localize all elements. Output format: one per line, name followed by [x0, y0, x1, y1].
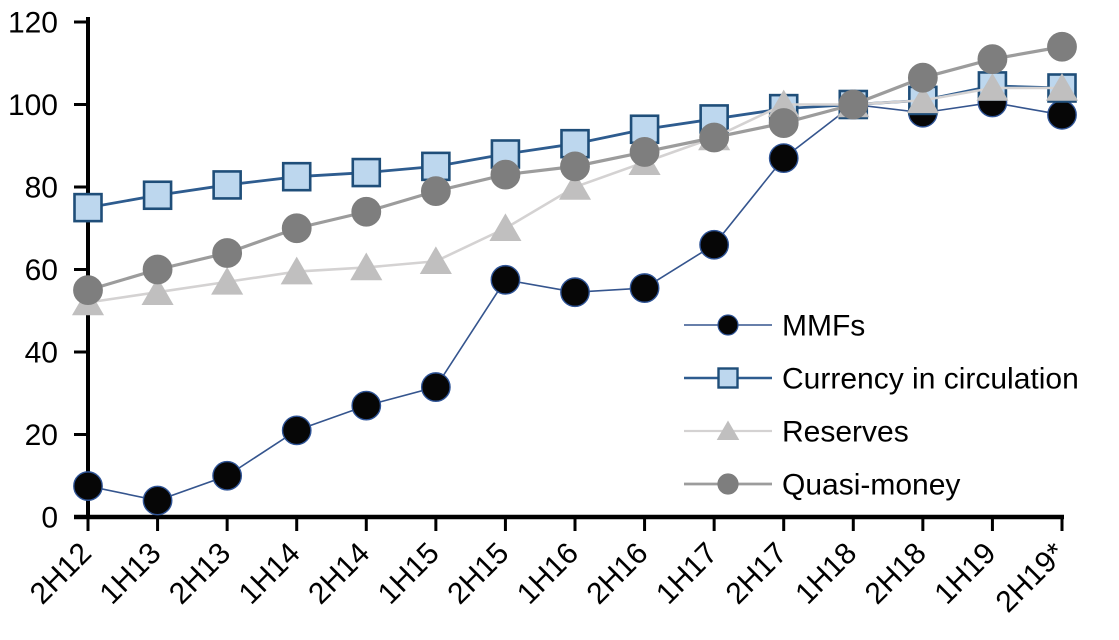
legend-marker-reserves	[716, 420, 740, 440]
data-point-quasi-money-1h15	[420, 176, 451, 207]
data-point-mmfs-1h15	[420, 372, 451, 402]
x-axis-tick-label: 2H17	[720, 537, 794, 611]
data-point-currency-in-circulation-1h15	[421, 151, 451, 182]
data-point-quasi-money-2h17	[768, 108, 799, 138]
y-axis-tick-label: 80	[25, 172, 58, 205]
y-axis-tick-label: 60	[25, 254, 58, 287]
data-point-mmfs-1h16	[560, 277, 590, 308]
data-point-reserves-1h15	[419, 246, 452, 275]
series-quasi-money	[73, 31, 1077, 306]
data-point-mmfs-2h12	[73, 471, 103, 501]
data-point-reserves-1h16	[558, 172, 592, 200]
legend-label-reserves: Reserves	[782, 416, 909, 449]
x-axis-tick-label: 2H16	[580, 537, 654, 611]
data-point-quasi-money-1h17	[699, 122, 730, 153]
legend-marker-mmfs	[717, 314, 739, 336]
data-point-quasi-money-2h16	[629, 137, 660, 167]
legend-item-mmfs: MMFs	[684, 310, 865, 343]
data-point-mmfs-2h13	[212, 460, 243, 491]
data-point-reserves-2h17	[767, 89, 800, 118]
x-axis-tick-label: 1H14	[233, 537, 307, 611]
legend-label-mmfs: MMFs	[782, 310, 865, 343]
data-point-mmfs-2h15	[490, 264, 521, 295]
data-point-reserves-2h19	[1045, 73, 1079, 101]
data-point-mmfs-1h14	[281, 415, 312, 446]
data-point-currency-in-circulation-2h12	[73, 192, 103, 223]
data-point-quasi-money-2h18	[907, 62, 938, 93]
data-point-reserves-1h14	[280, 256, 313, 285]
data-point-mmfs-1h17	[699, 229, 730, 260]
data-point-quasi-money-1h13	[142, 254, 173, 285]
data-point-reserves-2h13	[211, 266, 244, 295]
data-point-quasi-money-1h18	[838, 89, 869, 120]
data-point-mmfs-2h14	[351, 390, 382, 421]
y-axis-tick-label: 20	[25, 419, 58, 452]
x-axis-tick-label: 1H16	[511, 537, 585, 611]
data-point-mmfs-2h17	[768, 143, 799, 174]
data-point-quasi-money-2h13	[212, 238, 243, 268]
y-axis-tick-label: 100	[8, 89, 58, 122]
legend: MMFs Currency in circulation Reserves Quasi…	[684, 310, 1079, 502]
data-point-reserves-1h19	[976, 73, 1009, 101]
legend-item-reserves: Reserves	[684, 416, 909, 449]
x-axis-tick-label: 2H19*	[990, 536, 1073, 619]
y-axis-tick-label: 40	[25, 337, 58, 370]
x-axis-tick-label: 1H17	[650, 537, 724, 611]
data-point-currency-in-circulation-2h14	[351, 157, 382, 188]
legend-marker-quasi-money	[717, 473, 739, 495]
data-point-quasi-money-1h16	[560, 151, 590, 182]
x-axis-tick-label: 2H13	[163, 537, 237, 611]
data-point-reserves-1h13	[141, 277, 174, 305]
data-point-quasi-money-2h14	[351, 196, 382, 227]
data-point-mmfs-2h19	[1047, 99, 1077, 130]
x-axis-tick-label: 1H15	[372, 537, 446, 611]
legend-label-quasi-money: Quasi-money	[782, 469, 960, 502]
legend-label-currency-in-circulation: Currency in circulation	[782, 363, 1079, 396]
data-point-currency-in-circulation-2h13	[212, 170, 242, 200]
legend-item-currency-in-circulation: Currency in circulation	[684, 363, 1079, 396]
data-point-quasi-money-2h15	[490, 159, 521, 190]
data-point-mmfs-2h16	[629, 273, 660, 303]
data-point-mmfs-1h13	[142, 485, 173, 516]
x-axis-tick-label: 2H14	[302, 537, 376, 611]
data-point-quasi-money-1h14	[281, 213, 312, 244]
data-point-quasi-money-2h19	[1047, 31, 1077, 62]
data-point-reserves-2h14	[350, 252, 383, 281]
x-axis-tick-label: 1H18	[789, 537, 863, 611]
data-point-reserves-2h18	[906, 85, 939, 114]
x-axis-tick-label: 1H13	[93, 537, 167, 611]
data-point-currency-in-circulation-1h14	[281, 161, 312, 192]
legend-item-quasi-money: Quasi-money	[684, 469, 960, 502]
x-axis-tick-label: 2H15	[441, 537, 515, 611]
data-point-quasi-money-2h12	[73, 275, 103, 306]
y-axis-tick-label: 0	[41, 502, 58, 535]
x-axis-tick-label: 2H18	[859, 537, 933, 611]
data-point-reserves-2h15	[489, 213, 522, 242]
x-axis-tick-label: 2H12	[24, 537, 98, 611]
y-axis-tick-label: 120	[8, 7, 58, 40]
data-point-currency-in-circulation-1h13	[142, 180, 173, 211]
x-axis-tick-label: 1H19	[928, 537, 1002, 611]
data-point-quasi-money-1h19	[977, 44, 1008, 75]
legend-marker-currency-in-circulation	[717, 367, 739, 389]
